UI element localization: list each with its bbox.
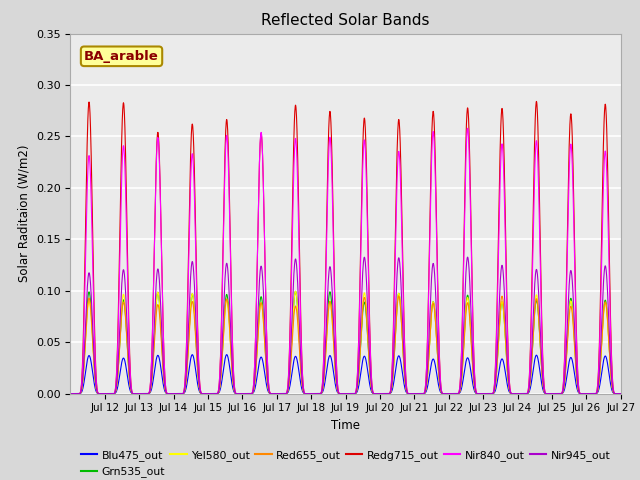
- Yel580_out: [511, 391, 519, 396]
- Nir840_out: [379, 391, 387, 396]
- Red655_out: [122, 313, 129, 319]
- Redg715_out: [543, 391, 550, 396]
- Red655_out: [240, 391, 248, 396]
- Grn535_out: [67, 391, 74, 396]
- Yel580_out: [609, 389, 617, 395]
- Redg715_out: [617, 391, 625, 396]
- Line: Redg715_out: Redg715_out: [70, 101, 621, 394]
- Redg715_out: [532, 98, 540, 104]
- Blu475_out: [122, 360, 129, 366]
- Red655_out: [379, 391, 387, 396]
- X-axis label: Time: Time: [331, 419, 360, 432]
- Red655_out: [543, 391, 550, 396]
- Grn535_out: [122, 311, 129, 317]
- Blu475_out: [609, 390, 617, 396]
- Redg715_out: [122, 143, 129, 148]
- Nir945_out: [511, 391, 519, 396]
- Yel580_out: [122, 306, 129, 312]
- Grn535_out: [240, 391, 248, 396]
- Blu475_out: [241, 391, 248, 396]
- Nir840_out: [543, 391, 550, 396]
- Red655_out: [609, 389, 617, 395]
- Redg715_out: [67, 391, 74, 396]
- Y-axis label: Solar Raditaion (W/m2): Solar Raditaion (W/m2): [17, 145, 30, 282]
- Yel580_out: [379, 391, 387, 396]
- Nir840_out: [67, 391, 74, 396]
- Redg715_out: [379, 391, 387, 396]
- Yel580_out: [67, 391, 74, 396]
- Nir945_out: [379, 391, 387, 396]
- Text: BA_arable: BA_arable: [84, 50, 159, 63]
- Nir840_out: [617, 391, 625, 396]
- Nir945_out: [67, 391, 74, 396]
- Nir840_out: [122, 180, 129, 185]
- Blu475_out: [511, 391, 519, 396]
- Red655_out: [511, 391, 519, 396]
- Yel580_out: [240, 391, 248, 396]
- Blu475_out: [67, 391, 74, 396]
- Line: Grn535_out: Grn535_out: [70, 291, 621, 394]
- Grn535_out: [543, 391, 550, 396]
- Redg715_out: [511, 391, 519, 396]
- Nir945_out: [609, 388, 617, 394]
- Grn535_out: [609, 389, 617, 395]
- Line: Nir840_out: Nir840_out: [70, 128, 621, 394]
- Nir945_out: [543, 391, 550, 396]
- Red655_out: [617, 391, 625, 396]
- Blu475_out: [223, 352, 230, 358]
- Nir840_out: [240, 391, 248, 396]
- Yel580_out: [617, 391, 625, 396]
- Nir945_out: [617, 391, 625, 396]
- Blu475_out: [543, 391, 550, 396]
- Line: Yel580_out: Yel580_out: [70, 291, 621, 394]
- Grn535_out: [617, 391, 625, 396]
- Blu475_out: [379, 391, 387, 396]
- Nir945_out: [122, 285, 129, 291]
- Grn535_out: [511, 391, 519, 396]
- Line: Red655_out: Red655_out: [70, 296, 621, 394]
- Line: Blu475_out: Blu475_out: [70, 355, 621, 394]
- Nir840_out: [464, 125, 472, 131]
- Legend: Blu475_out, Grn535_out, Yel580_out, Red655_out, Redg715_out, Nir840_out, Nir945_: Blu475_out, Grn535_out, Yel580_out, Red6…: [77, 446, 614, 480]
- Nir945_out: [464, 254, 472, 260]
- Red655_out: [395, 293, 403, 299]
- Red655_out: [67, 391, 74, 396]
- Yel580_out: [292, 288, 300, 294]
- Grn535_out: [292, 288, 300, 294]
- Nir840_out: [511, 391, 519, 396]
- Line: Nir945_out: Nir945_out: [70, 257, 621, 394]
- Redg715_out: [240, 391, 248, 396]
- Title: Reflected Solar Bands: Reflected Solar Bands: [261, 13, 430, 28]
- Grn535_out: [379, 391, 387, 396]
- Redg715_out: [609, 385, 617, 391]
- Blu475_out: [617, 391, 625, 396]
- Yel580_out: [543, 391, 550, 396]
- Nir840_out: [609, 386, 617, 392]
- Nir945_out: [240, 391, 248, 396]
